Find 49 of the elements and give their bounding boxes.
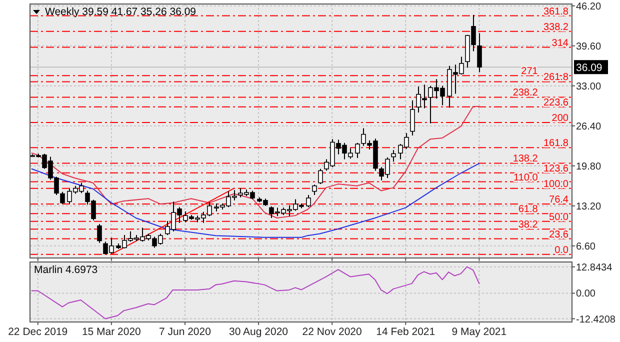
candlestick — [97, 224, 102, 244]
annotation: 23.6 — [549, 229, 569, 240]
y-tick-label: 39.60 — [576, 41, 602, 52]
candlestick — [318, 168, 323, 185]
annotation: 161.8 — [543, 138, 569, 150]
x-tick-label: 9 May 2021 — [452, 326, 507, 338]
annotation: 76.4 — [549, 194, 569, 206]
annotation: 123.6 — [543, 163, 569, 174]
annotation: 223.6 — [543, 97, 569, 108]
annotation: 0.0 — [554, 244, 569, 256]
candlestick — [312, 184, 317, 196]
annotation: 100.0 — [543, 178, 569, 190]
x-tick-label: 30 Aug 2020 — [229, 326, 288, 338]
candlestick — [391, 150, 396, 162]
chart-title: Marlin 4.6973 — [34, 264, 98, 276]
candlestick — [477, 32, 482, 73]
line-series — [31, 162, 480, 238]
y-tick-label: 19.80 — [576, 161, 602, 172]
line-series — [31, 106, 480, 218]
annotation: 38.2 — [518, 220, 538, 231]
y-tick-label: 6.60 — [576, 241, 596, 252]
x-tick-label: 14 Feb 2021 — [376, 326, 436, 338]
y-tick-label: -12.4208 — [576, 314, 616, 326]
annotation: 361.8 — [543, 6, 569, 18]
y-tick-label: 13.20 — [576, 201, 602, 212]
x-tick-label: 22 Nov 2020 — [302, 326, 362, 338]
y-tick-label: 0.00 — [576, 288, 596, 300]
ref-line-label: 36.09 — [576, 62, 602, 74]
x-tick-label: 7 Jun 2020 — [159, 326, 212, 338]
y-tick-label: 33.00 — [576, 81, 602, 92]
x-tick-label: 22 Dec 2019 — [8, 326, 68, 338]
annotation: 110.0 — [514, 172, 538, 184]
annotation: 61.8 — [518, 204, 538, 216]
candlestick — [410, 100, 415, 136]
y-tick-label: 46.20 — [576, 1, 602, 12]
candlestick — [60, 191, 65, 205]
y-tick-label: 26.40 — [576, 121, 602, 132]
annotation: 314 — [552, 38, 569, 49]
annotation: 200 — [552, 112, 569, 124]
x-tick-label: 15 Mar 2020 — [82, 326, 142, 338]
candlestick — [306, 194, 311, 208]
line-series — [31, 266, 480, 320]
chart-title: Weekly 39.59 41.67 35.26 36.09 — [45, 6, 196, 18]
annotation: 138.2 — [512, 154, 538, 165]
annotation: 238.2 — [512, 88, 538, 99]
annotation: 50.0 — [549, 212, 569, 223]
annotation: 271 — [521, 66, 538, 78]
annotation: 338.2 — [543, 22, 569, 33]
y-tick-label: 12.8434 — [576, 262, 613, 274]
